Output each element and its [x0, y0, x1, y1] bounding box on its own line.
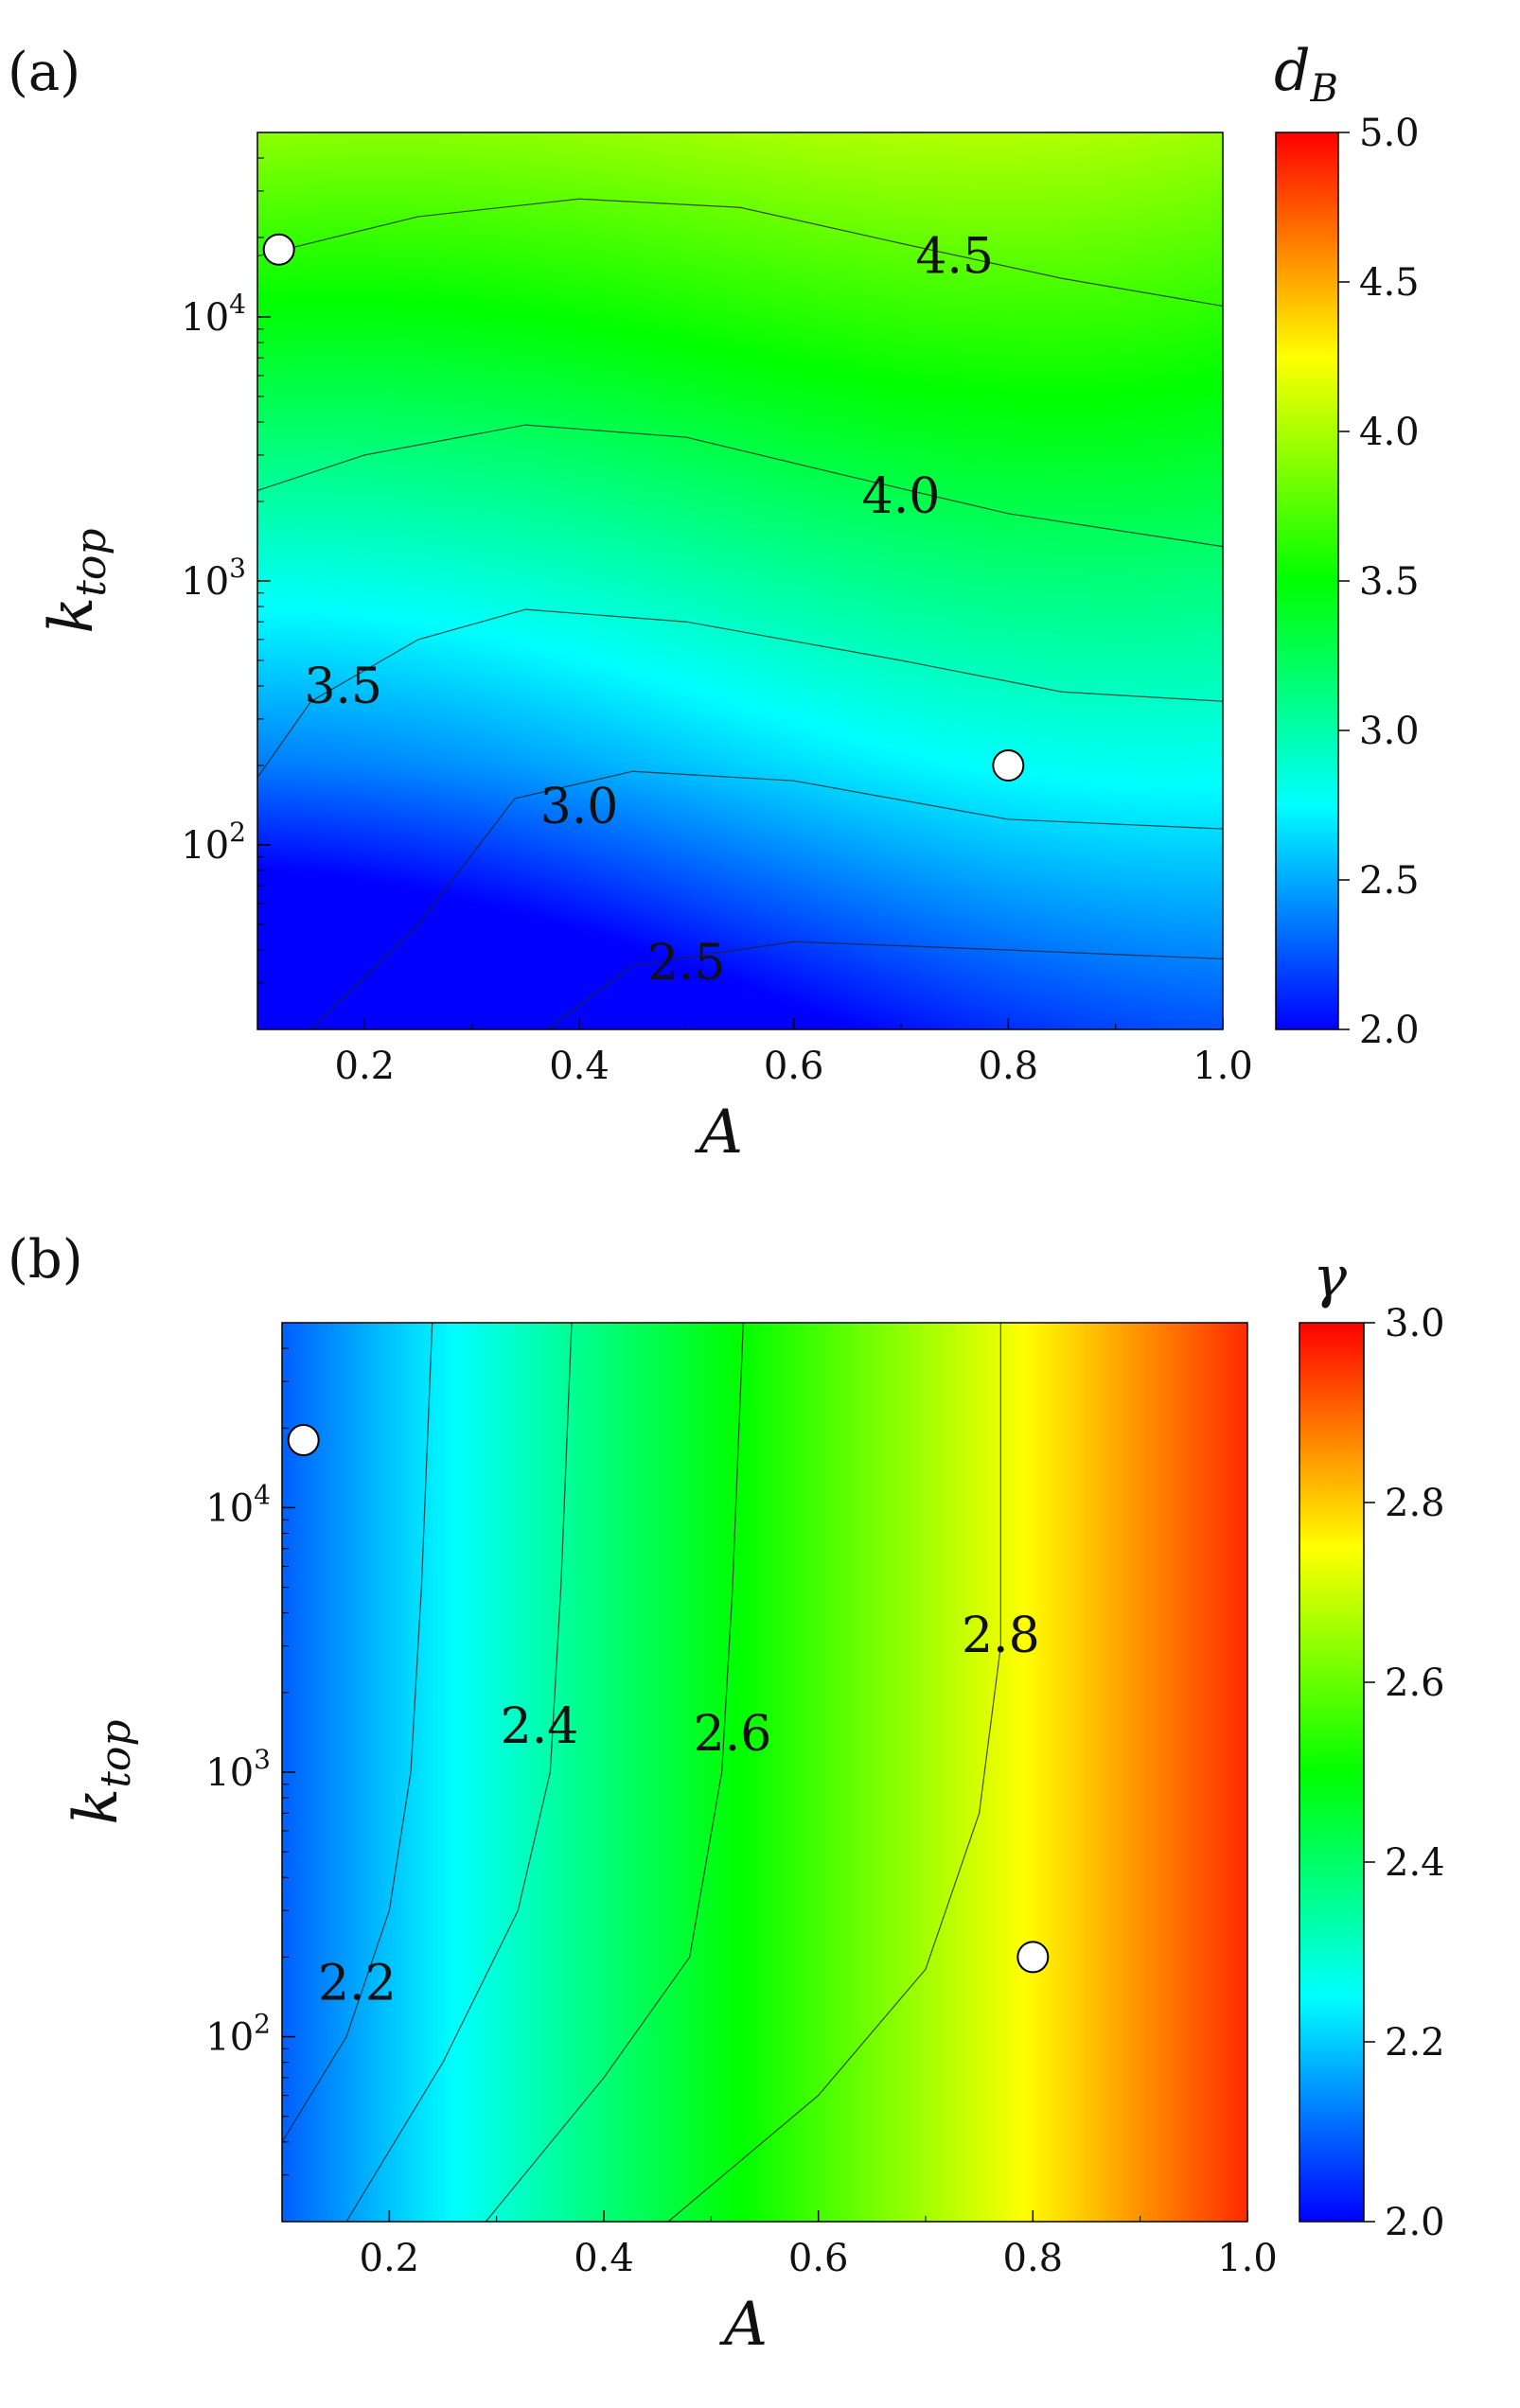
- heatmap-field: [282, 1323, 1247, 2222]
- colorbar: [1275, 132, 1339, 1030]
- colorbar-title: γ: [1313, 1244, 1347, 1310]
- colorbar-tick-label: 2.6: [1385, 1661, 1445, 1705]
- y-tick-label: 103: [205, 1744, 271, 1795]
- panel-b: 2.2 2.4 2.6 2.8 0.2 0.4 0.6 0.8 1.0 102 103 104 Akto…: [8, 1229, 1445, 2360]
- heatmap-field: [257, 132, 1223, 1029]
- y-tick-label: 103: [181, 553, 246, 604]
- colorbar-tick-label: 2.5: [1359, 859, 1420, 903]
- y-tick-label: 104: [181, 289, 246, 340]
- x-axis-label: A: [695, 1098, 743, 1168]
- colorbar-title: dB: [1274, 38, 1338, 111]
- contour-label-2: 3.5: [304, 659, 382, 715]
- y-axis-label: ktop: [62, 1719, 140, 1824]
- colorbar-tick-label: 4.0: [1359, 411, 1420, 454]
- x-tick-label: 0.8: [979, 1045, 1039, 1088]
- contour-label-0: 2.5: [647, 935, 726, 992]
- contour-label-1: 2.4: [501, 1698, 579, 1755]
- x-tick-label: 1.0: [1217, 2237, 1278, 2280]
- panel-a: 2.5 3.0 3.5 4.0 4.5 0.2 0.4 0.6 0.8 1.0 102 103 104 A…: [8, 38, 1420, 1168]
- contour-label-4: 4.5: [915, 229, 994, 286]
- colorbar-tick-label: 2.0: [1359, 1009, 1420, 1052]
- contour-line-4: [256, 198, 1224, 308]
- colorbar: [1299, 1322, 1365, 2223]
- y-tick-label: 102: [205, 2009, 271, 2060]
- colorbar-tick-label: 3.5: [1359, 560, 1420, 604]
- contour-line-0: [546, 940, 1224, 1030]
- colorbar-tick-label: 5.0: [1359, 112, 1420, 155]
- x-tick-label: 0.4: [574, 2237, 634, 2280]
- contour-label-0: 2.2: [318, 1956, 397, 2013]
- x-axis-label: A: [719, 2290, 768, 2360]
- contour-line-2: [256, 608, 1224, 779]
- panel-label: (b): [8, 1229, 83, 1291]
- x-tick-label: 0.6: [764, 1045, 824, 1088]
- contour-line-0: [281, 1322, 433, 2143]
- x-tick-label: 1.0: [1193, 1045, 1253, 1088]
- y-tick-label: 102: [181, 817, 246, 868]
- contour-line-1: [345, 1322, 573, 2223]
- x-tick-label: 0.4: [549, 1045, 610, 1088]
- data-marker-1: [992, 749, 1025, 782]
- contour-label-2: 2.6: [694, 1706, 772, 1763]
- colorbar-tick-label: 2.2: [1385, 2021, 1445, 2065]
- contour-label-3: 4.0: [862, 468, 941, 525]
- contour-line-1: [310, 770, 1224, 1030]
- contour-line-2: [485, 1322, 744, 2223]
- data-marker-1: [1016, 1941, 1050, 1974]
- contour-label-3: 2.8: [962, 1608, 1040, 1664]
- contour-line-3: [667, 1323, 1001, 2223]
- colorbar-tick-label: 4.5: [1359, 261, 1420, 305]
- data-marker-0: [262, 233, 295, 266]
- y-tick-label: 104: [205, 1479, 271, 1530]
- y-axis-label: ktop: [37, 528, 115, 633]
- x-tick-label: 0.8: [1003, 2237, 1064, 2280]
- x-tick-label: 0.2: [360, 2237, 420, 2280]
- colorbar-tick-label: 2.8: [1385, 1482, 1445, 1525]
- data-marker-0: [287, 1424, 320, 1457]
- colorbar-tick-label: 2.0: [1385, 2201, 1445, 2244]
- panel-label: (a): [8, 42, 80, 103]
- x-tick-label: 0.2: [335, 1045, 396, 1088]
- colorbar-tick-label: 3.0: [1359, 710, 1420, 753]
- colorbar-tick-label: 3.0: [1385, 1302, 1445, 1345]
- contour-line-3: [256, 424, 1224, 548]
- contour-label-1: 3.0: [540, 779, 619, 835]
- colorbar-tick-label: 2.4: [1385, 1841, 1445, 1885]
- x-tick-label: 0.6: [788, 2237, 849, 2280]
